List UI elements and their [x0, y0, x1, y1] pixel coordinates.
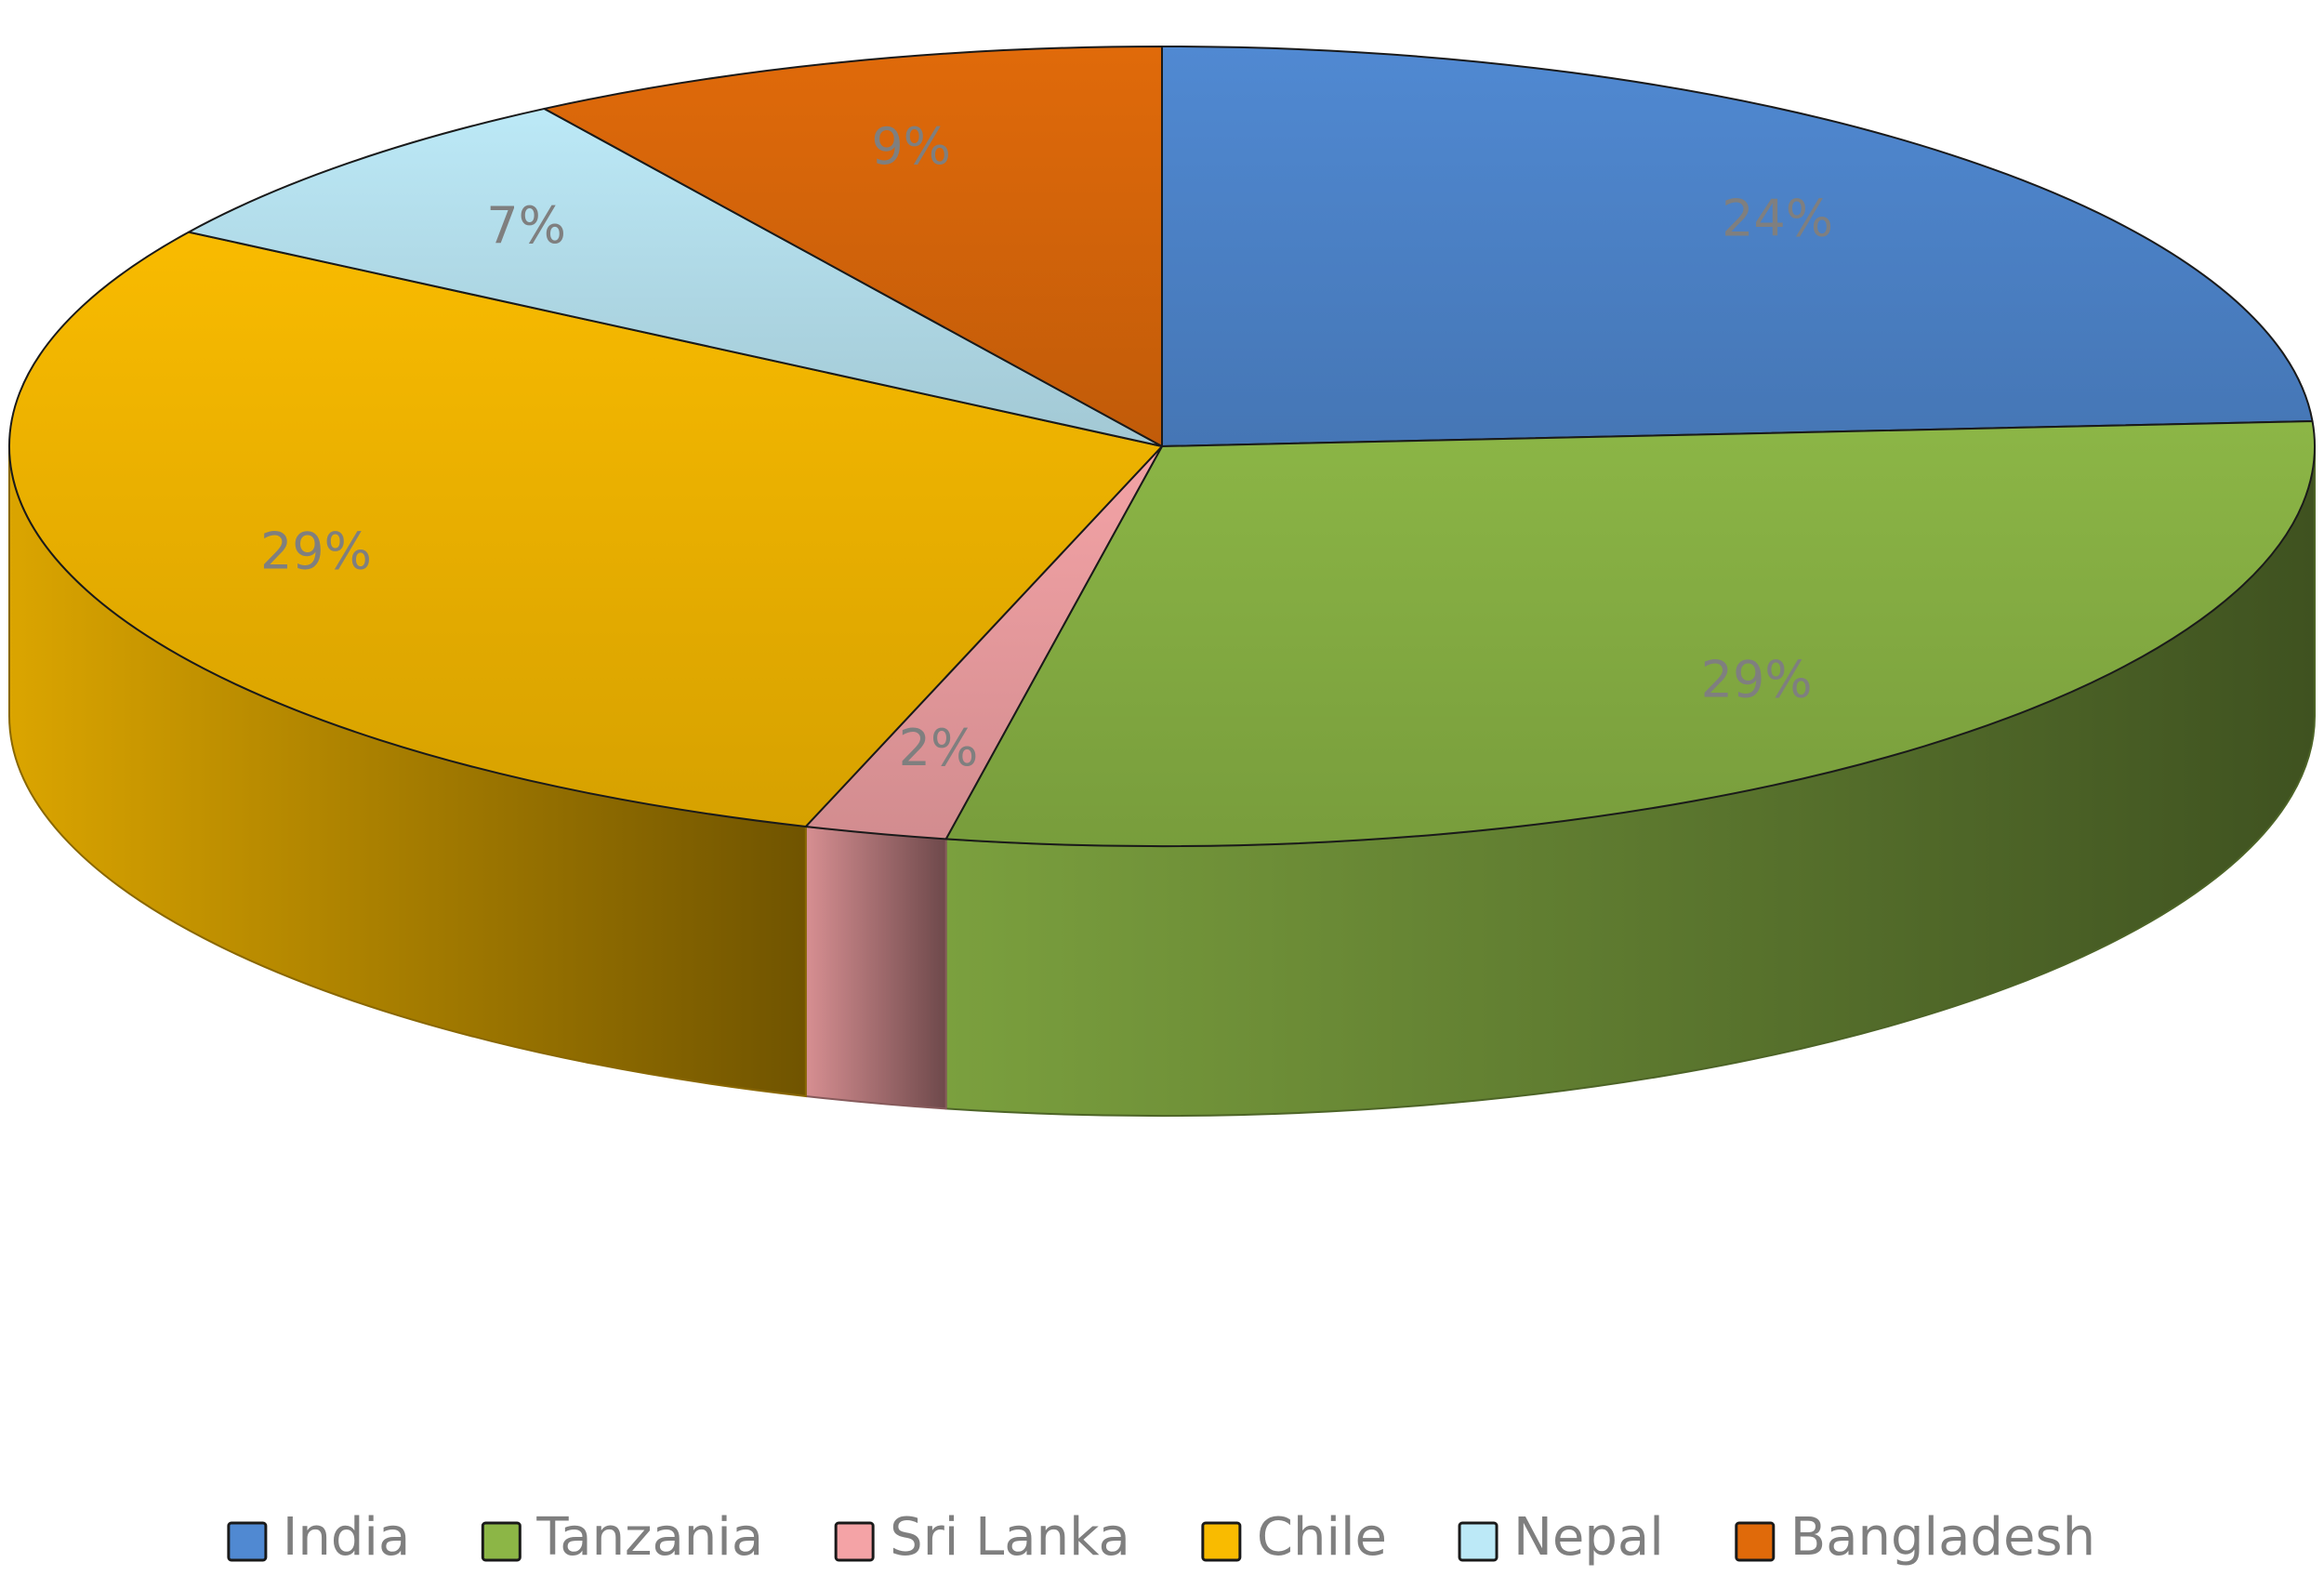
data-label-nepal: 7% — [486, 196, 566, 255]
data-label-india: 24% — [1722, 190, 1833, 248]
data-label-bangladesh: 9% — [871, 117, 951, 176]
pie-slice-bangladesh — [543, 46, 1163, 447]
legend-swatch-tanzania — [481, 1521, 522, 1562]
legend-label-sri-lanka: Sri Lanka — [890, 1507, 1130, 1568]
pie-top-faces — [8, 46, 2316, 847]
legend-swatch-india — [227, 1521, 268, 1562]
pie-sides — [8, 445, 2316, 1117]
pie-slice-nepal — [188, 107, 1163, 447]
data-label-chile: 29% — [260, 523, 372, 581]
legend-label-chile: Chile — [1257, 1507, 1387, 1568]
legend-item-sri-lanka: Sri Lanka — [834, 1507, 1130, 1568]
pie-side-sri-lanka — [804, 825, 947, 1110]
pie-slice-india — [1161, 46, 2314, 447]
data-labels: 24% 29% 2% 29% 7% 9% — [260, 117, 1833, 777]
pie-slice-chile — [8, 231, 1163, 828]
legend-label-tanzania: Tanzania — [535, 1507, 763, 1568]
legend-label-nepal: Nepal — [1513, 1507, 1664, 1568]
legend-item-india: India — [227, 1507, 410, 1568]
legend-item-tanzania: Tanzania — [481, 1507, 763, 1568]
legend-swatch-chile — [1201, 1521, 1242, 1562]
legend-item-bangladesh: Bangladesh — [1735, 1507, 2095, 1568]
legend-swatch-sri-lanka — [834, 1521, 875, 1562]
legend-item-nepal: Nepal — [1458, 1507, 1664, 1568]
pie-slice-tanzania — [944, 420, 2316, 847]
legend-label-india: India — [283, 1507, 410, 1568]
legend-swatch-bangladesh — [1735, 1521, 1776, 1562]
legend-swatch-nepal — [1458, 1521, 1499, 1562]
legend-item-chile: Chile — [1201, 1507, 1387, 1568]
legend-label-bangladesh: Bangladesh — [1790, 1507, 2095, 1568]
data-label-sri-lanka: 2% — [899, 719, 979, 777]
legend: India Tanzania Sri Lanka Chile Nepal Banglade… — [227, 1507, 2095, 1568]
data-label-tanzania: 29% — [1701, 651, 1813, 709]
